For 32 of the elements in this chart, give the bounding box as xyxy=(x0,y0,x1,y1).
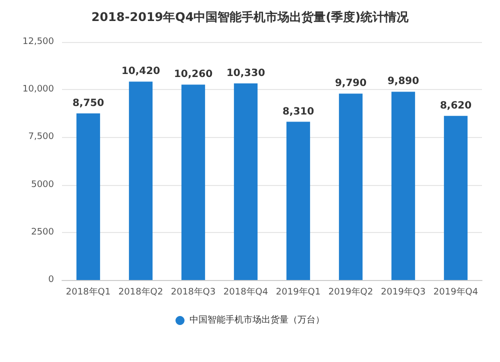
chart-title: 2018-2019年Q4中国智能手机市场出货量(季度)统计情况 xyxy=(91,10,410,24)
x-tick-label: 2019年Q4 xyxy=(433,286,478,298)
data-label: 8,620 xyxy=(440,100,472,112)
bar xyxy=(444,116,468,280)
bar xyxy=(338,94,363,280)
y-tick-label: 12,500 xyxy=(22,37,54,47)
data-label: 8,750 xyxy=(72,98,104,109)
data-label: 8,310 xyxy=(282,106,314,118)
y-tick-label: 2500 xyxy=(31,227,54,238)
bar xyxy=(181,84,206,280)
y-tick-label: 0 xyxy=(48,275,54,285)
data-label: 9,790 xyxy=(334,78,367,90)
legend-label: 中国智能手机市场出货量（万台） xyxy=(190,314,324,326)
x-tick-label: 2018年Q3 xyxy=(170,286,216,298)
data-label: 9,890 xyxy=(387,76,420,88)
data-label: 10,420 xyxy=(121,66,160,78)
bar xyxy=(128,82,153,280)
bar xyxy=(76,113,100,280)
data-label: 10,260 xyxy=(174,69,213,80)
data-label: 10,330 xyxy=(226,68,266,79)
bar xyxy=(234,83,258,280)
y-tick-label: 10,000 xyxy=(22,84,54,95)
x-tick-label: 2019年Q2 xyxy=(328,286,374,298)
x-tick-label: 2019年Q1 xyxy=(276,286,321,298)
x-tick-label: 2018年Q2 xyxy=(118,286,164,298)
x-tick-label: 2018年Q4 xyxy=(223,286,268,298)
y-tick-label: 5000 xyxy=(31,180,54,190)
x-tick-label: 2019年Q3 xyxy=(380,286,426,298)
y-tick-label: 7,500 xyxy=(28,132,54,142)
bar xyxy=(286,122,310,280)
x-tick-label: 2018年Q1 xyxy=(66,286,111,298)
bar xyxy=(391,92,416,280)
